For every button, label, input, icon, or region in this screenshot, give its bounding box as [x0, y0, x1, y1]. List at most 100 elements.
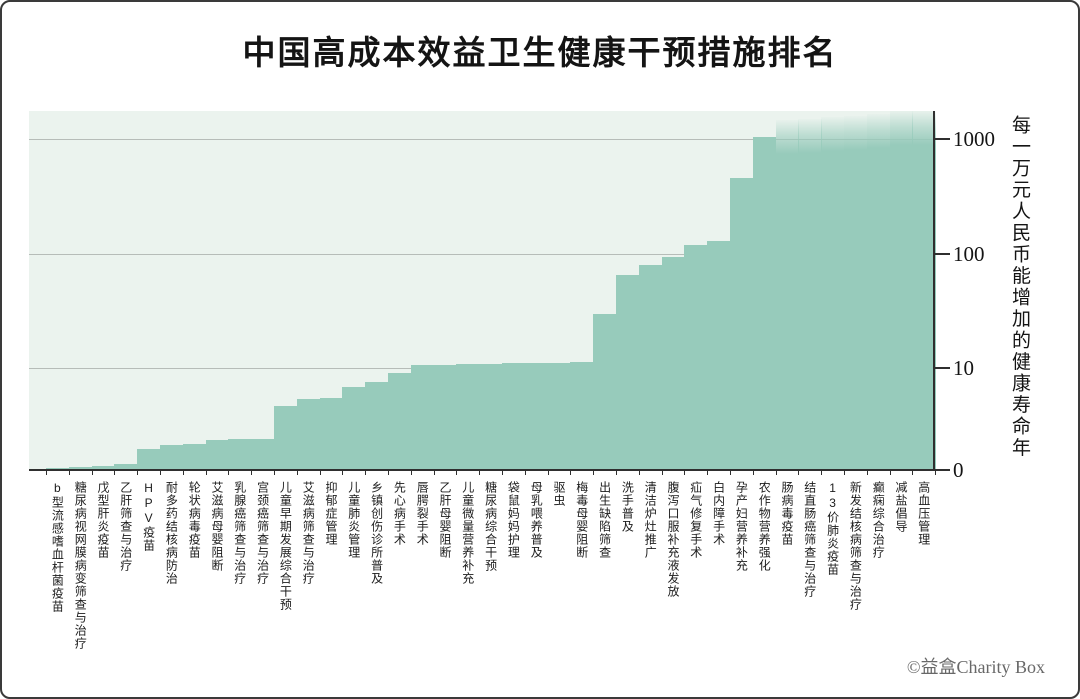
x-tick — [137, 471, 139, 475]
x-tick — [524, 471, 526, 475]
x-axis-label: 腹泻口服补充液发放 — [666, 481, 680, 598]
x-tick — [844, 471, 845, 475]
x-axis-label: 艾滋病筛查与治疗 — [301, 481, 316, 585]
x-axis-label: 母乳喂养普及 — [529, 481, 544, 559]
x-tick — [114, 471, 116, 475]
bar — [798, 118, 822, 470]
x-tick — [570, 471, 572, 475]
x-axis-label: 乳腺癌筛查与治疗 — [232, 481, 247, 585]
x-axis-label: 高血压管理 — [916, 481, 931, 546]
bar — [479, 363, 503, 470]
x-axis-label: 艾滋病母婴阻断 — [210, 481, 224, 572]
x-tick — [798, 471, 800, 475]
x-tick — [251, 471, 253, 475]
x-axis-label: 儿童早期发展综合干预 — [278, 481, 293, 611]
x-tick — [684, 471, 686, 475]
x-tick — [456, 471, 458, 475]
x-tick — [638, 471, 640, 475]
bar — [707, 240, 731, 470]
x-axis-label: 新发结核病筛查与治疗 — [848, 481, 863, 611]
x-tick — [365, 471, 367, 475]
x-axis-label: 耐多药结核病防治 — [164, 481, 179, 585]
y-tick-label: 1000 — [953, 127, 995, 151]
x-tick — [68, 471, 70, 475]
x-tick — [661, 471, 663, 475]
bar — [114, 463, 138, 470]
bar — [593, 313, 617, 470]
x-tick — [752, 471, 754, 475]
bar — [456, 364, 480, 470]
x-axis-label: 13价肺炎疫苗 — [825, 481, 840, 576]
x-axis-label: 儿童肺炎管理 — [346, 481, 361, 559]
x-axis-label: 农作物营养强化 — [757, 481, 772, 572]
x-axis-label: 癫痫综合治疗 — [871, 481, 886, 559]
x-tick — [410, 471, 412, 475]
bar — [365, 381, 389, 470]
y-axis-line — [933, 111, 935, 471]
bar — [866, 113, 891, 470]
x-axis-label: 乙肝筛查与治疗 — [118, 481, 133, 572]
bar — [684, 244, 708, 470]
x-tick — [775, 471, 777, 475]
bar — [616, 275, 640, 470]
x-axis-label: 袋鼠妈妈护理 — [506, 481, 521, 559]
x-axis-label: 儿童微量营养补充 — [460, 481, 475, 585]
x-tick — [479, 471, 481, 475]
x-axis-label: 轮状病毒疫苗 — [187, 481, 202, 559]
bar — [68, 467, 93, 470]
x-axis-label: 戊型肝炎疫苗 — [96, 481, 110, 559]
bar — [775, 120, 799, 470]
x-axis-label: 乙肝母婴阻断 — [438, 481, 452, 559]
x-tick — [296, 471, 298, 475]
x-tick — [274, 471, 275, 475]
x-axis-label: 疝气修复手术 — [688, 481, 703, 559]
x-axis-label: 驱虫 — [552, 481, 566, 507]
x-tick — [912, 471, 914, 475]
x-axis-label: 白内障手术 — [711, 481, 726, 546]
x-axis-label: 糖尿病视网膜病变筛查与治疗 — [73, 481, 88, 650]
x-tick — [730, 471, 731, 475]
bar — [410, 365, 435, 470]
bar — [502, 363, 526, 470]
bar — [296, 398, 321, 470]
watermark-credit: ©益盒Charity Box — [906, 657, 1045, 677]
bar — [433, 364, 457, 470]
gridline — [29, 139, 934, 140]
bar — [547, 362, 571, 470]
bar — [388, 372, 412, 470]
x-tick — [433, 471, 435, 475]
bar — [182, 443, 207, 470]
x-axis-line — [29, 469, 936, 471]
y-axis-title: 每一万元人民币能增加的健康寿命年 — [1009, 115, 1030, 459]
x-axis-label: 洗手普及 — [620, 481, 635, 533]
bar — [570, 362, 594, 470]
bar — [912, 111, 936, 470]
plot-area — [29, 111, 936, 470]
x-tick — [707, 471, 709, 475]
y-tick-label: 100 — [953, 242, 985, 266]
y-tick-label: 0 — [953, 458, 964, 482]
x-axis-label: 出生缺陷筛查 — [597, 481, 612, 559]
x-axis-label: 孕产妇营养补充 — [734, 481, 749, 572]
x-tick — [46, 471, 47, 475]
x-axis-label: 宫颈癌筛查与治疗 — [255, 481, 270, 585]
x-tick — [342, 471, 344, 475]
x-axis-label: 唇腭裂手术 — [415, 481, 430, 546]
bar — [46, 467, 70, 470]
x-tick — [593, 471, 595, 475]
bar — [137, 449, 161, 470]
bar — [752, 136, 777, 470]
bar — [821, 117, 845, 470]
bar — [730, 177, 754, 470]
x-tick — [935, 471, 937, 475]
bar — [661, 256, 685, 470]
x-axis-label: 先心病手术 — [392, 481, 407, 546]
x-axis-label: 糖尿病综合干预 — [483, 481, 498, 572]
gridline — [29, 254, 934, 255]
x-axis-label: 减盐倡导 — [894, 481, 908, 533]
bar — [319, 397, 343, 470]
bar — [205, 440, 229, 470]
x-axis-label: b型流感嗜血杆菌疫苗 — [50, 481, 65, 613]
x-tick — [547, 471, 549, 475]
